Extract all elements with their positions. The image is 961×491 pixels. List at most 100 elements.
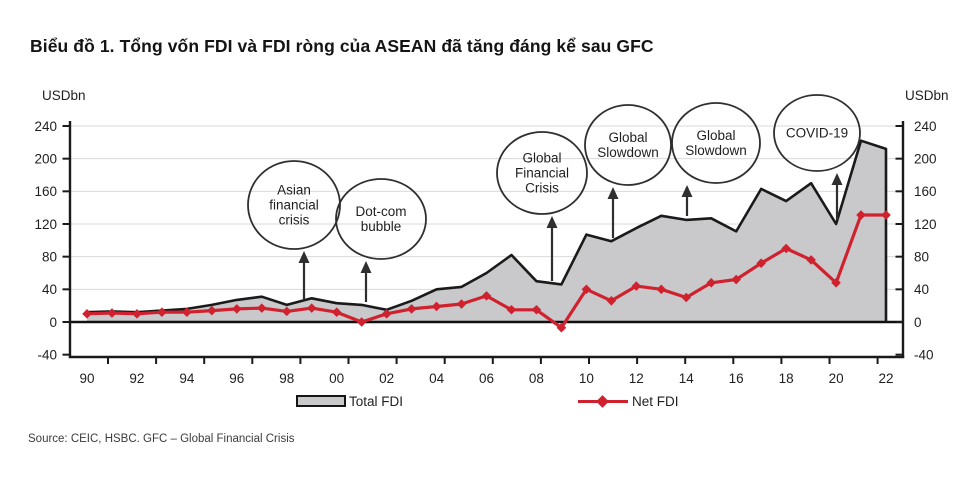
net-fdi-marker: [157, 307, 167, 317]
net-fdi-marker: [606, 295, 617, 306]
y-tick-label-right: 200: [914, 152, 937, 167]
net-fdi-marker: [281, 306, 292, 317]
net-fdi-marker: [132, 309, 142, 319]
y-tick-label-right: 0: [914, 315, 922, 330]
net-fdi-marker: [182, 307, 192, 317]
y-tick-label-right: 40: [914, 282, 929, 297]
net-fdi-marker: [731, 274, 741, 285]
x-tick-label: 14: [679, 371, 695, 386]
y-tick-label-left: 200: [34, 152, 57, 167]
net-fdi-marker: [331, 307, 342, 317]
x-tick-label: 94: [179, 371, 195, 386]
net-fdi-marker: [581, 284, 592, 295]
x-tick-label: 12: [629, 371, 644, 386]
annotation-text: Slowdown: [685, 143, 747, 158]
net-fdi-marker: [306, 303, 317, 313]
annotation-text: Crisis: [525, 181, 559, 196]
x-tick-label: 08: [529, 371, 544, 386]
legend-item-net-fdi: Net FDI: [578, 393, 679, 409]
net-fdi-marker: [506, 304, 517, 315]
net-fdi-marker: [656, 284, 667, 295]
net-fdi-marker: [531, 304, 542, 315]
annotation-text: Asian: [277, 183, 311, 198]
x-tick-label: 90: [79, 371, 94, 386]
y-axis-unit-left: USDbn: [42, 88, 86, 103]
total-fdi-swatch: [296, 395, 346, 407]
arrow-up-icon: [360, 261, 372, 273]
arrow-up-icon: [546, 216, 558, 228]
y-tick-label-right: 240: [914, 119, 937, 134]
x-tick-label: 98: [279, 371, 294, 386]
y-tick-label-left: 80: [42, 250, 57, 265]
y-tick-label-left: -40: [37, 348, 57, 363]
y-tick-label-left: 120: [34, 217, 57, 232]
legend-item-total-fdi: Total FDI: [296, 393, 403, 409]
annotation-text: Slowdown: [597, 145, 659, 160]
chart-legend: Total FDI Net FDI: [0, 393, 961, 411]
x-tick-label: 04: [429, 371, 445, 386]
annotation-text: COVID-19: [786, 126, 848, 141]
x-tick-label: 18: [779, 371, 794, 386]
net-fdi-marker: [356, 317, 367, 327]
y-tick-label-right: 80: [914, 250, 929, 265]
annotation-text: Dot-com: [355, 204, 406, 219]
x-tick-label: 96: [229, 371, 244, 386]
net-fdi-marker: [456, 299, 467, 309]
annotation-text: Financial: [515, 166, 569, 181]
y-tick-label-left: 160: [34, 184, 57, 199]
x-tick-label: 10: [579, 371, 594, 386]
diamond-marker-icon: [596, 394, 609, 408]
net-fdi-swatch: [578, 394, 628, 409]
y-tick-label-right: -40: [914, 348, 934, 363]
x-tick-label: 02: [379, 371, 394, 386]
annotation-text: Global: [696, 128, 735, 143]
annotation-text: crisis: [279, 213, 310, 228]
net-fdi-marker: [806, 255, 816, 265]
y-tick-label-right: 160: [914, 184, 937, 199]
source-note: Source: CEIC, HSBC. GFC – Global Financi…: [28, 433, 295, 445]
net-fdi-marker: [631, 281, 642, 291]
net-fdi-marker: [756, 258, 766, 268]
net-fdi-marker: [681, 292, 692, 303]
net-fdi-marker: [706, 278, 717, 288]
y-tick-label-left: 0: [49, 315, 57, 330]
y-tick-label-right: 120: [914, 217, 937, 232]
net-fdi-marker: [781, 243, 791, 254]
annotation-text: financial: [269, 198, 319, 213]
annotation-circle: [773, 94, 861, 172]
net-fdi-marker: [207, 305, 217, 316]
net-fdi-marker: [556, 322, 567, 333]
net-fdi-marker: [232, 304, 242, 314]
total-fdi-line: [86, 139, 888, 322]
arrow-up-icon: [831, 173, 843, 185]
arrow-up-icon: [607, 187, 619, 199]
x-tick-label: 06: [479, 371, 494, 386]
net-fdi-marker: [256, 303, 267, 313]
annotation-circle: [671, 102, 761, 184]
x-tick-label: 20: [829, 371, 844, 386]
annotation-circle: [247, 160, 341, 250]
y-axis-unit-right: USDbn: [905, 88, 949, 103]
net-fdi-marker: [82, 309, 92, 319]
total-fdi-area: [87, 140, 886, 322]
net-fdi-marker: [856, 210, 866, 220]
y-tick-label-left: 240: [34, 119, 57, 134]
net-fdi-marker: [481, 291, 492, 301]
net-fdi-marker: [881, 210, 891, 220]
arrow-up-icon: [298, 251, 310, 263]
arrow-up-icon: [681, 185, 693, 197]
legend-label-net-fdi: Net FDI: [632, 393, 679, 409]
net-fdi-marker: [831, 278, 841, 288]
y-tick-label-left: 40: [42, 282, 57, 297]
annotation-covid-19: COVID-19: [773, 94, 861, 220]
chart-title: Biểu đồ 1. Tổng vốn FDI và FDI ròng của …: [30, 36, 654, 56]
net-fdi-marker: [431, 301, 442, 312]
net-fdi-marker: [406, 304, 417, 314]
